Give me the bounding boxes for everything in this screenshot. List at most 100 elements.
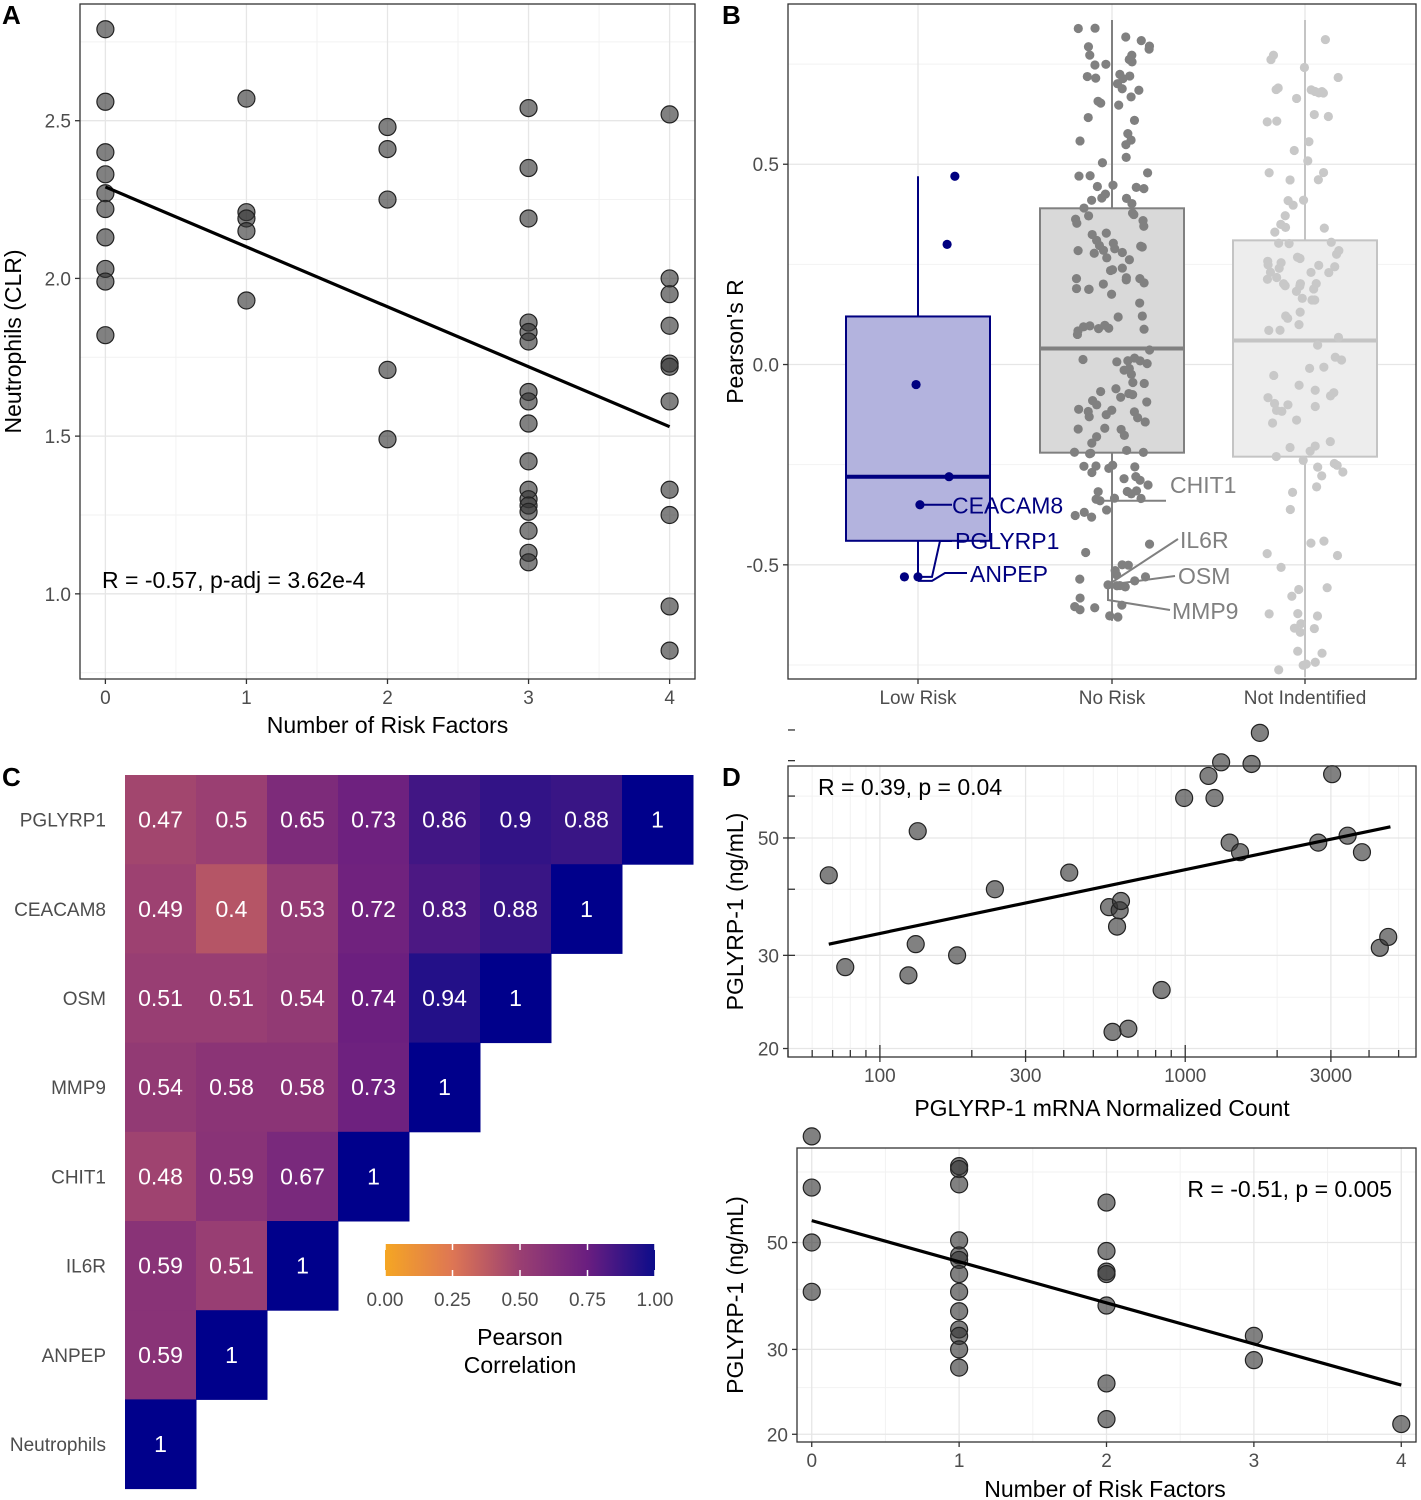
heatmap-value: 0.88 — [493, 896, 538, 922]
data-point — [378, 430, 397, 449]
jitter-point — [1100, 423, 1110, 433]
data-point — [950, 1159, 969, 1179]
data-point — [1103, 1022, 1122, 1042]
jitter-point — [1091, 73, 1101, 83]
jitter-point — [1101, 228, 1111, 238]
x-tick-label: 0 — [100, 688, 111, 709]
jitter-point — [1082, 71, 1092, 82]
jitter-point — [1263, 393, 1273, 403]
data-point — [802, 1127, 821, 1146]
data-point — [96, 20, 115, 39]
panel-letter-c: C — [2, 762, 21, 792]
jitter-point — [1106, 289, 1117, 299]
jitter-point — [1093, 96, 1103, 106]
jitter-point — [1088, 396, 1098, 406]
jitter-point — [1309, 623, 1319, 634]
jitter-point — [1139, 221, 1149, 231]
heatmap-cell — [622, 775, 694, 865]
data-point — [378, 360, 397, 379]
jitter-point — [1129, 407, 1139, 417]
jitter-point — [1087, 467, 1097, 478]
plot-frame — [787, 765, 1417, 1058]
jitter-point — [1329, 458, 1339, 469]
jitter-point — [1112, 357, 1122, 367]
jitter-point — [1105, 265, 1116, 276]
jitter-point — [1087, 438, 1097, 448]
label-leader-osm — [1107, 575, 1176, 586]
row-label: MMP9 — [51, 1078, 106, 1099]
heatmap-cell — [267, 1131, 339, 1222]
jitter-point — [1293, 609, 1303, 619]
heatmap-value: 0.4 — [216, 896, 248, 922]
data-point — [950, 1302, 969, 1321]
jitter-point — [1274, 665, 1284, 675]
jitter-point — [1102, 253, 1112, 263]
jitter-point — [1105, 611, 1115, 621]
jitter-point — [1143, 168, 1153, 178]
data-point — [1205, 788, 1224, 808]
label-leader-il6r — [1107, 538, 1179, 586]
data-point — [660, 316, 679, 335]
heatmap-cell — [196, 1221, 268, 1311]
legend-tick-label: 0.75 — [569, 1290, 606, 1311]
jitter-point — [1129, 115, 1140, 125]
jitter-point — [1093, 487, 1103, 497]
jitter-point — [1333, 72, 1343, 83]
jitter-point — [1086, 512, 1097, 522]
jitter-point — [1081, 547, 1091, 558]
panel-b-boxplot: CEACAM8 PGLYRP1 ANPEP CHIT1 IL6R OSM MMP9 Low R… — [722, 3, 1417, 709]
label-chit1: CHIT1 — [1170, 472, 1236, 498]
jitter-point — [1136, 36, 1146, 46]
heatmap-cell — [125, 775, 197, 865]
jitter-point — [1124, 388, 1134, 399]
y-tick-label: 30 — [758, 946, 779, 967]
jitter-point — [1108, 238, 1118, 248]
row-label: ANPEP — [42, 1346, 106, 1367]
x-category-label: No Risk — [1079, 688, 1146, 709]
y-tick-label: 50 — [758, 829, 779, 850]
heatmap-cell — [551, 775, 623, 865]
jitter-point — [1319, 223, 1329, 233]
heatmap-value: 0.58 — [209, 1074, 254, 1100]
jitter-point — [1075, 136, 1085, 146]
regression-line — [828, 825, 1391, 946]
data-point — [1060, 863, 1079, 882]
jitter-point — [1134, 85, 1144, 95]
jitter-point — [1083, 42, 1094, 52]
heatmap-value: 0.59 — [209, 1163, 254, 1189]
data-point — [836, 958, 855, 977]
jitter-point — [1121, 32, 1131, 42]
x-tick-label: 300 — [1010, 1066, 1042, 1087]
y-axis-title: Pearson's R — [722, 279, 748, 404]
panel-letter-b: B — [722, 0, 741, 30]
heatmap-cell — [267, 775, 339, 865]
heatmap-cell — [480, 775, 552, 865]
x-tick-label: 1 — [241, 688, 252, 709]
heatmap-value: 0.59 — [138, 1253, 183, 1279]
jitter-point — [1287, 591, 1297, 601]
jitter-point — [1265, 267, 1276, 277]
jitter-point — [1075, 593, 1085, 603]
jitter-point — [1083, 211, 1094, 221]
data-point — [950, 1358, 969, 1377]
y-tick-label: 2.0 — [45, 269, 71, 290]
jitter-point — [1285, 442, 1295, 453]
data-point — [950, 1340, 969, 1359]
jitter-point — [1135, 298, 1145, 308]
heatmap-cell — [338, 953, 410, 1044]
jitter-point — [1332, 550, 1343, 561]
jitter-point — [1301, 659, 1311, 669]
jitter-point — [1326, 237, 1336, 247]
data-point — [985, 880, 1004, 899]
jitter-point — [1280, 222, 1291, 232]
heatmap-value: 1 — [438, 1074, 451, 1100]
jitter-point — [1130, 462, 1140, 472]
heatmap-value: 0.54 — [280, 985, 325, 1011]
jitter-point — [1285, 504, 1295, 515]
jitter-point — [1271, 451, 1281, 462]
jitter-point — [1137, 242, 1147, 252]
jitter-point — [1312, 482, 1322, 492]
jitter-point — [1074, 171, 1084, 181]
jitter-point — [1073, 23, 1083, 34]
jitter-point — [1126, 92, 1136, 102]
